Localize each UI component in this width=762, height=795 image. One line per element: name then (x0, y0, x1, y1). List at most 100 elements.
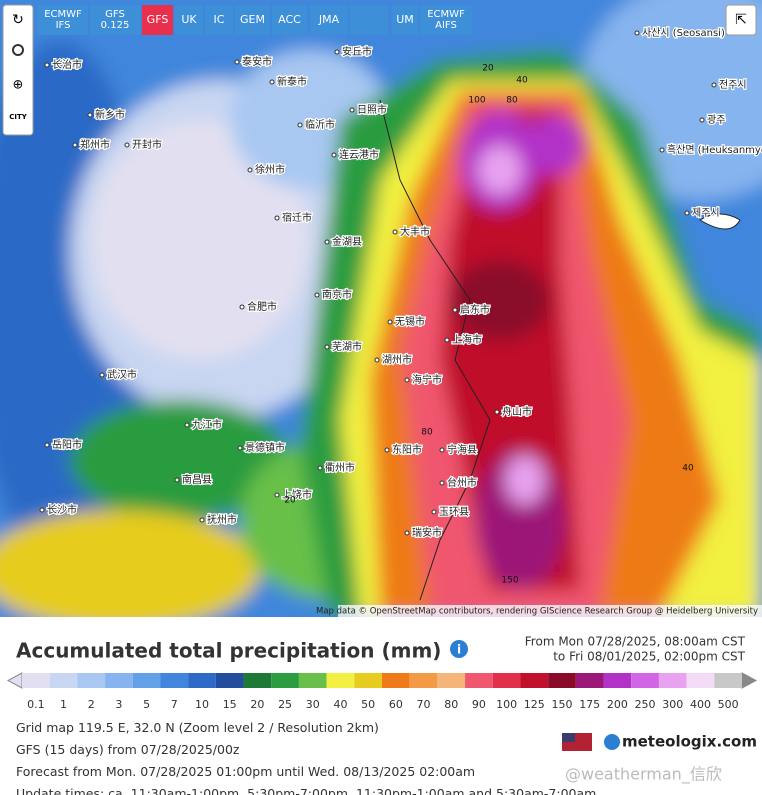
scale-label: 30 (306, 698, 320, 711)
city-label: 南京市 (322, 288, 352, 301)
city-label: 衢州市 (325, 461, 355, 474)
scale-swatch (631, 673, 659, 688)
scale-swatch (382, 673, 410, 688)
city-dot (317, 465, 323, 471)
city-label: 大丰市 (400, 225, 430, 238)
us-flag-canton (562, 733, 575, 742)
scale-swatch (603, 673, 632, 688)
scale-swatch (658, 673, 687, 688)
city-label: 台州市 (447, 476, 477, 489)
brand-logo (604, 734, 620, 750)
scale-swatch (77, 673, 106, 688)
scale-label: 400 (690, 698, 711, 711)
city-dot (392, 229, 398, 235)
city-label: 광주 (707, 114, 725, 126)
scale-swatch (49, 673, 78, 688)
attribution-bg (338, 605, 762, 617)
toolbar-label: UK (181, 13, 197, 26)
scale-label: 90 (472, 698, 486, 711)
contour-label: 40 (682, 464, 694, 474)
toolbar-label: UM (396, 13, 414, 26)
toolbar-button[interactable] (420, 5, 472, 35)
city-label: 安丘市 (342, 45, 372, 58)
toolbar-button[interactable] (310, 5, 348, 35)
contour-label: 20 (284, 496, 296, 506)
city-dot (269, 79, 275, 85)
scale-swatch (105, 673, 133, 688)
toolbar-button[interactable] (205, 5, 233, 35)
city-dot (331, 152, 337, 158)
city-dot (324, 344, 330, 350)
scale-label: 50 (361, 698, 375, 711)
scale-label: 40 (333, 698, 347, 711)
city-label: 芜湖市 (332, 340, 362, 353)
scale-end-right (741, 672, 758, 689)
info-icon-glyph: i (457, 643, 461, 657)
toolbar-label: ACC (278, 13, 301, 26)
scale-label: 150 (552, 698, 573, 711)
toolbar-label: GEM (240, 13, 265, 26)
city-dot (384, 447, 390, 453)
city-label: 连云港市 (339, 148, 379, 161)
toolbar-button[interactable] (272, 5, 307, 35)
city-button[interactable]: CITY (9, 113, 28, 121)
info-icon[interactable] (450, 640, 468, 658)
scale-label: 0.1 (27, 698, 45, 711)
city-dot (494, 409, 500, 415)
scale-label: 3 (115, 698, 122, 711)
refresh-icon[interactable]: ↻ (12, 12, 24, 28)
scale-swatch (132, 673, 161, 688)
city-dot (124, 142, 130, 148)
city-dot (44, 442, 50, 448)
side-tools: ↻ ⊕ CITY ⇱ (2, 4, 757, 136)
city-dot (274, 492, 280, 498)
scale-label: 80 (444, 698, 458, 711)
city-dot (711, 82, 717, 88)
scale-label: 10 (195, 698, 209, 711)
scale-swatch (575, 673, 604, 688)
contour-label: 40 (516, 76, 528, 86)
city-label: 武汉市 (107, 368, 137, 381)
city-dot (374, 357, 380, 363)
share-button[interactable] (725, 4, 757, 36)
brand: meteologix.com (622, 733, 757, 751)
city-label: 瑞安市 (412, 526, 442, 539)
locate-icon[interactable] (12, 44, 24, 56)
city-label: 湖州市 (382, 353, 412, 366)
toolbar-button[interactable] (392, 5, 418, 35)
scale-swatch (326, 673, 355, 688)
city-dot (349, 107, 355, 113)
contour-label: 100 (468, 96, 485, 106)
zoom-icon[interactable]: ⊕ (13, 78, 24, 93)
toolbar-button[interactable] (38, 5, 88, 35)
city-label: 宿迁市 (282, 211, 312, 224)
scale-swatch (271, 673, 299, 688)
city-label: 제주시 (692, 207, 720, 219)
title: Accumulated total precipitation (mm) (16, 639, 441, 663)
city-label: 上饶市 (282, 488, 312, 501)
city-dot (387, 319, 393, 325)
toolbar-button[interactable] (90, 5, 140, 35)
city-dot (239, 304, 245, 310)
city-dot (314, 292, 320, 298)
period-from: From Mon 07/28/2025, 08:00am CST (525, 635, 746, 649)
city-dot (659, 147, 665, 153)
toolbar-button[interactable] (235, 5, 270, 35)
toolbar-label: IC (214, 13, 225, 26)
city-dot (297, 122, 303, 128)
scale-label: 175 (579, 698, 600, 711)
toolbar-button[interactable] (142, 5, 173, 35)
toolbar-label: GFS (147, 13, 169, 26)
info-line: Update times: ca. 11:30am-1:00pm, 5:30pm… (16, 786, 597, 795)
city-label: 景德镇市 (245, 441, 285, 454)
city-dot (431, 509, 437, 515)
toolbar-button[interactable] (350, 5, 388, 35)
city-dot (72, 142, 78, 148)
city-dot (237, 445, 243, 451)
toolbar-label: ECMWF AIFS (427, 9, 465, 31)
city-label: 흑산면 (Heuksanmyeon) (667, 143, 762, 156)
scale-label: 2 (88, 698, 95, 711)
watermark: @weatherman_信欣 (565, 765, 722, 785)
toolbar-button[interactable] (175, 5, 203, 35)
